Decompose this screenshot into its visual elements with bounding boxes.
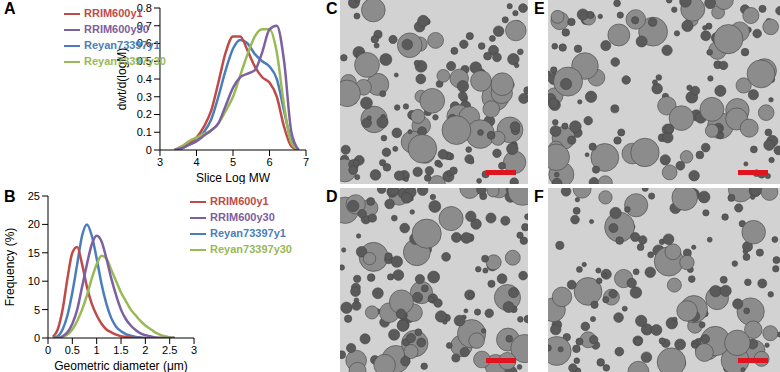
svg-text:3: 3: [157, 156, 163, 168]
svg-text:0.3: 0.3: [137, 91, 152, 103]
svg-text:0: 0: [146, 144, 152, 156]
svg-text:0.4: 0.4: [137, 73, 152, 85]
svg-text:0.7: 0.7: [137, 20, 152, 32]
svg-text:Frequency (%): Frequency (%): [3, 228, 17, 307]
svg-text:Slice Log MW: Slice Log MW: [196, 171, 271, 184]
svg-text:0.6: 0.6: [137, 37, 152, 49]
svg-text:3: 3: [191, 344, 197, 356]
svg-text:1: 1: [94, 344, 100, 356]
svg-text:2.5: 2.5: [162, 344, 177, 356]
svg-text:Geometric diameter (μm): Geometric diameter (μm): [54, 359, 188, 372]
svg-text:5: 5: [230, 156, 236, 168]
svg-text:0: 0: [34, 332, 40, 344]
svg-text:7: 7: [303, 156, 309, 168]
svg-text:dwt/d(logM): dwt/d(logM): [115, 48, 129, 111]
svg-text:15: 15: [28, 247, 40, 259]
svg-text:0.1: 0.1: [137, 126, 152, 138]
svg-text:6: 6: [266, 156, 272, 168]
svg-text:20: 20: [28, 218, 40, 230]
svg-text:4: 4: [193, 156, 199, 168]
svg-text:0.8: 0.8: [137, 2, 152, 14]
svg-text:0.2: 0.2: [137, 108, 152, 120]
svg-text:2: 2: [142, 344, 148, 356]
svg-text:0: 0: [45, 344, 51, 356]
svg-text:10: 10: [28, 275, 40, 287]
svg-text:0.5: 0.5: [137, 55, 152, 67]
svg-text:5: 5: [34, 304, 40, 316]
svg-text:1.5: 1.5: [113, 344, 128, 356]
svg-text:25: 25: [28, 190, 40, 202]
svg-text:0.5: 0.5: [65, 344, 80, 356]
